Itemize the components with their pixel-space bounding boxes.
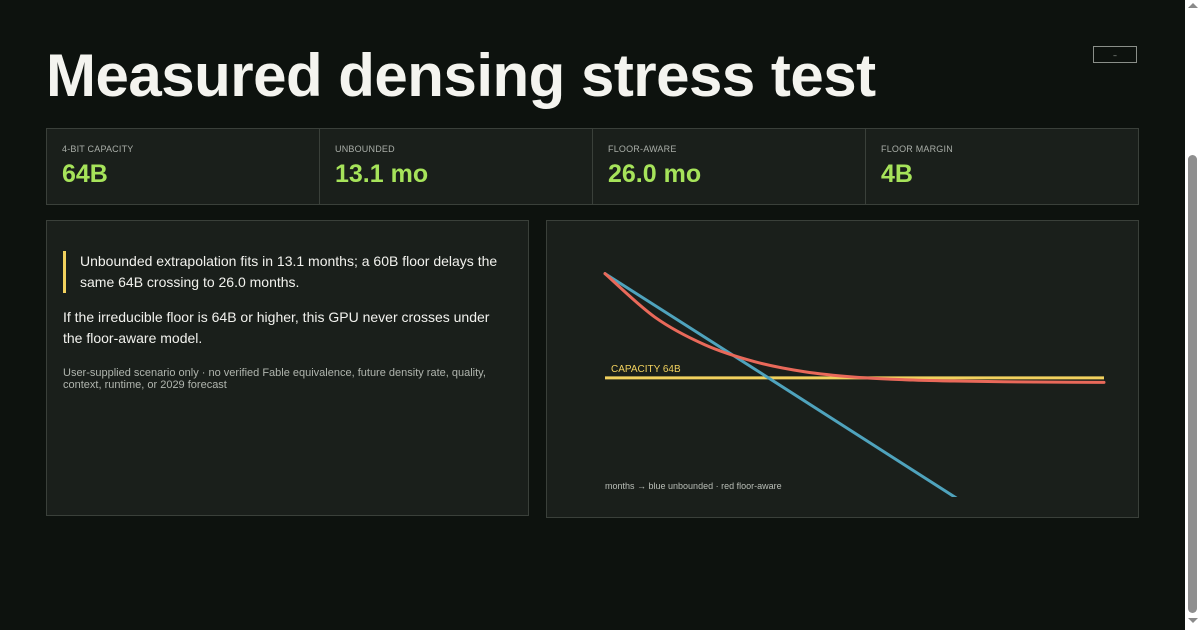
stat-floor-margin: FLOOR MARGIN 4B — [866, 129, 1138, 204]
scrollbar[interactable] — [1185, 0, 1200, 630]
scroll-up-arrow-icon[interactable] — [1188, 3, 1198, 8]
page-title: Measured densing stress test — [46, 42, 876, 109]
scrollbar-thumb[interactable] — [1188, 155, 1197, 613]
stat-label: UNBOUNDED — [335, 144, 395, 154]
stat-label: FLOOR-AWARE — [608, 144, 677, 154]
corner-button[interactable]: – — [1093, 46, 1137, 63]
stat-floor-aware: FLOOR-AWARE 26.0 mo — [593, 129, 866, 204]
scroll-down-arrow-icon[interactable] — [1188, 618, 1198, 623]
series-line-floor-aware — [603, 272, 1106, 384]
summary-paragraph: If the irreducible floor is 64B or highe… — [63, 309, 490, 346]
stat-label: 4-BIT CAPACITY — [62, 144, 134, 154]
summary-note: User-supplied scenario only · no verifie… — [63, 367, 486, 391]
chart-svg: CAPACITY 64B months → blue unbounded · re… — [603, 272, 1106, 497]
stat-value: 26.0 mo — [608, 160, 702, 188]
capacity-label: CAPACITY 64B — [611, 364, 681, 375]
series-line-unbounded — [603, 272, 958, 497]
summary-panel: Unbounded extrapolation fits in 13.1 mon… — [46, 220, 529, 516]
stat-value: 4B — [881, 160, 913, 188]
summary-callout: Unbounded extrapolation fits in 13.1 mon… — [63, 251, 512, 293]
stat-label: FLOOR MARGIN — [881, 144, 953, 154]
chart-panel: CAPACITY 64B months → blue unbounded · re… — [546, 220, 1139, 518]
stat-value: 64B — [62, 160, 108, 188]
stat-capacity: 4-BIT CAPACITY 64B — [47, 129, 320, 204]
chart-caption: months → blue unbounded · red floor-awar… — [605, 481, 782, 491]
stat-value: 13.1 mo — [335, 160, 429, 188]
stat-unbounded: UNBOUNDED 13.1 mo — [320, 129, 593, 204]
stats-strip: 4-BIT CAPACITY 64B UNBOUNDED 13.1 mo FLO… — [46, 128, 1139, 205]
